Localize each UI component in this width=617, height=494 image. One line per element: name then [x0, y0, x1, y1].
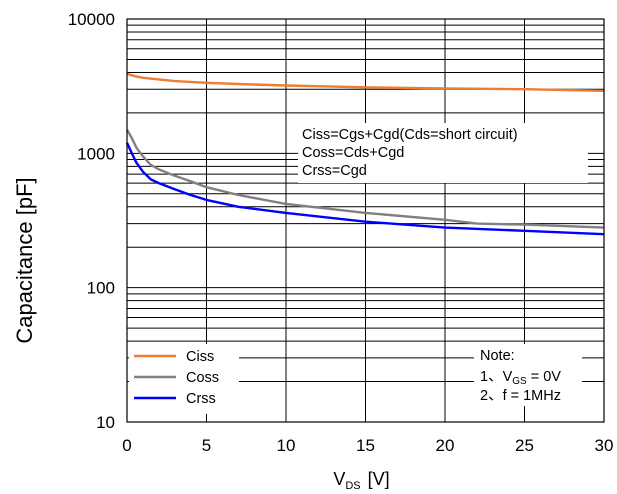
annotation-coss: Coss=Cds+Cgd	[302, 145, 404, 161]
y-axis-title: Capacitance [pF]	[12, 177, 37, 343]
y-tick-label: 10	[96, 413, 115, 432]
annotation-crss: Crss=Cgd	[302, 163, 367, 179]
x-tick-label: 20	[436, 436, 455, 455]
x-tick-label: 0	[122, 436, 131, 455]
series-line-crss	[125, 142, 605, 236]
x-axis-title-main: V	[333, 469, 345, 489]
series-line-coss	[125, 129, 605, 229]
formula-annotation: Ciss=Cgs+Cgd(Cds=short circuit) Coss=Cds…	[298, 123, 588, 183]
y-tick-label: 1000	[77, 144, 115, 163]
tick-labels: 0 5 10 15 20 25 30 10 100 1000 10000	[68, 10, 614, 455]
legend-label-crss: Crss	[186, 391, 216, 407]
x-tick-label: 30	[595, 436, 614, 455]
y-tick-label: 10000	[68, 10, 115, 29]
series-line-ciss	[126, 72, 605, 92]
note-line1-sub: GS	[512, 376, 527, 387]
x-tick-label: 5	[202, 436, 211, 455]
x-tick-label: 25	[515, 436, 534, 455]
x-tick-label: 10	[277, 436, 296, 455]
plot-frame	[126, 18, 605, 423]
legend-box	[129, 344, 239, 414]
x-axis-title-sub: DS	[345, 480, 360, 492]
note-line1: 1、VGS = 0V	[480, 369, 561, 387]
note-line1-prefix: 1、V	[480, 369, 513, 385]
series-group	[125, 72, 605, 236]
annotation-ciss: Ciss=Cgs+Cgd(Cds=short circuit)	[302, 127, 518, 143]
formula-annotation-box	[298, 123, 588, 183]
note-title: Note:	[480, 348, 515, 364]
x-axis-title-unit: [V]	[368, 469, 390, 489]
y-tick-label: 100	[87, 279, 115, 298]
note-box	[474, 344, 582, 406]
note-line1-suffix: = 0V	[527, 369, 562, 385]
legend-label-ciss: Ciss	[186, 349, 214, 365]
x-axis-title: VDS [V]	[333, 469, 389, 492]
legend-label-coss: Coss	[186, 370, 219, 386]
x-tick-label: 15	[356, 436, 375, 455]
note-line2: 2、f = 1MHz	[480, 388, 561, 404]
legend: Ciss Coss Crss	[129, 344, 239, 414]
note: Note: 1、VGS = 0V 2、f = 1MHz	[474, 344, 582, 406]
